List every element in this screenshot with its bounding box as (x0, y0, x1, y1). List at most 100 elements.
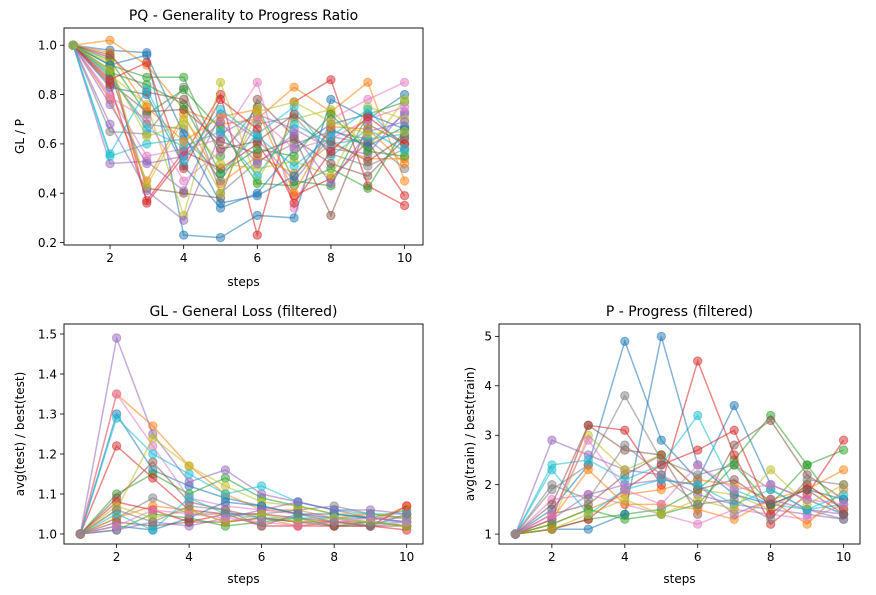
data-point (215, 188, 226, 198)
data-point (184, 493, 194, 503)
data-point (693, 410, 703, 421)
y-tick-label: 1.0 (38, 39, 57, 53)
data-point (148, 493, 158, 503)
y-tick-label: 0.6 (38, 137, 57, 151)
data-point (215, 126, 226, 137)
data-point (766, 415, 776, 426)
series-line (72, 44, 405, 204)
data-point (142, 181, 152, 191)
data-point (363, 146, 373, 157)
data-point (399, 200, 410, 211)
data-point (179, 156, 189, 166)
data-point (326, 146, 336, 157)
data-point (289, 198, 299, 208)
data-point (142, 158, 152, 169)
data-point (252, 158, 262, 169)
x-tick-label: 4 (180, 251, 188, 265)
data-point (838, 480, 849, 490)
data-point (148, 457, 158, 467)
data-point (729, 400, 739, 411)
data-point (111, 505, 122, 515)
data-point (656, 460, 666, 470)
series-line (79, 416, 407, 535)
data-point (289, 97, 299, 107)
data-point (111, 413, 122, 423)
data-point (142, 131, 152, 142)
series-line (514, 443, 844, 535)
data-point (184, 517, 194, 527)
data-point (215, 158, 226, 169)
data-point (105, 50, 115, 60)
data-point (105, 119, 115, 129)
data-point (184, 477, 194, 487)
x-tick-label: 4 (621, 550, 629, 564)
data-point (399, 117, 410, 127)
data-point (105, 65, 115, 75)
data-point (252, 210, 262, 221)
data-point (399, 126, 410, 137)
data-point (105, 99, 115, 110)
y-tick-label: 1.1 (38, 487, 57, 501)
data-point (729, 460, 739, 470)
data-point (289, 171, 299, 181)
data-point (105, 149, 115, 159)
data-point (215, 198, 226, 208)
data-point (179, 188, 189, 198)
y-tick-label: 1.4 (38, 367, 57, 381)
data-point (583, 420, 593, 430)
data-point (148, 517, 158, 527)
series-line (72, 44, 405, 195)
series-line (79, 505, 407, 535)
data-point (326, 75, 336, 85)
data-point (326, 94, 336, 105)
data-point (766, 465, 776, 475)
data-point (289, 129, 299, 139)
series-line (79, 436, 407, 535)
data-point (729, 475, 739, 485)
data-point (620, 494, 630, 505)
data-point (363, 104, 373, 115)
x-tick-label: 4 (185, 550, 193, 564)
data-point (402, 501, 412, 511)
data-point (583, 494, 593, 505)
data-point (802, 484, 812, 495)
series-line (72, 44, 405, 175)
y-tick-label: 1.3 (38, 407, 57, 421)
data-point (656, 435, 666, 445)
data-point (252, 171, 262, 181)
series-line (80, 509, 407, 535)
series-line (514, 414, 844, 535)
chart-gl: GL - General Loss (filtered) steps avg(t… (13, 304, 424, 586)
data-point (399, 144, 410, 154)
data-point (838, 499, 849, 510)
data-point (656, 450, 666, 460)
data-point (656, 509, 666, 519)
data-point (399, 102, 410, 112)
data-point (215, 168, 226, 179)
data-point (252, 191, 262, 201)
chart-pq: PQ - Generality to Progress Ratio steps … (13, 8, 424, 289)
y-tick-label: 1.2 (38, 447, 57, 461)
chart-pq-axes-frame (63, 27, 424, 246)
data-point (583, 509, 593, 519)
x-tick-label: 10 (836, 550, 851, 564)
data-point (252, 131, 262, 142)
data-point (289, 151, 299, 161)
data-point (142, 195, 152, 206)
data-point (620, 440, 630, 450)
data-point (289, 161, 299, 171)
series-line (72, 44, 405, 209)
data-point (729, 450, 739, 460)
data-point (293, 509, 303, 519)
data-point (363, 77, 373, 88)
data-point (693, 445, 703, 455)
data-point (142, 84, 152, 95)
data-point (148, 505, 158, 515)
series-line (72, 44, 405, 183)
data-point (326, 117, 336, 127)
data-point (220, 513, 231, 523)
data-point (256, 521, 267, 531)
data-point (252, 230, 262, 240)
data-point (220, 473, 231, 483)
